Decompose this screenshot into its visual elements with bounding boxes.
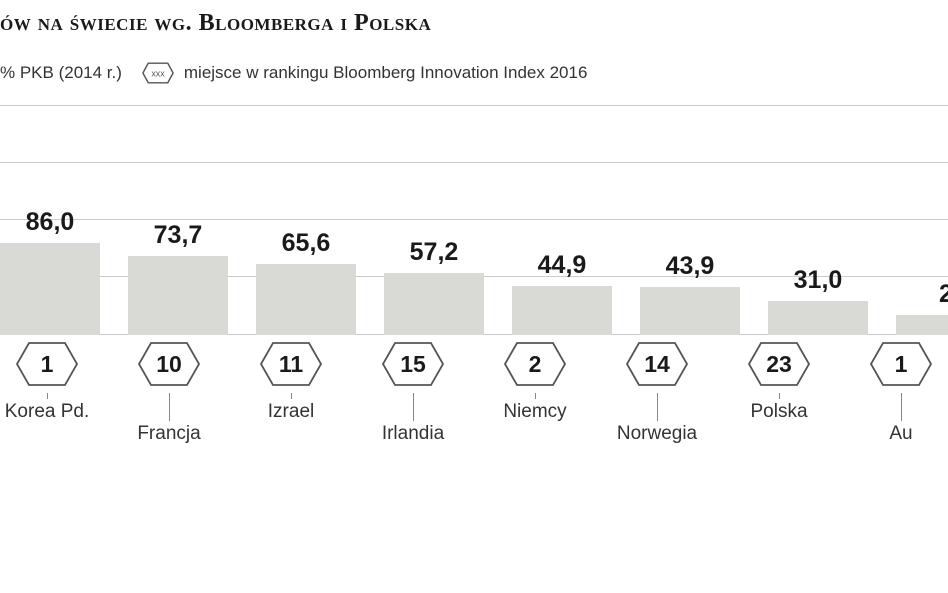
rank-hexagon: 15 (381, 341, 445, 387)
rank-number: 15 (400, 351, 426, 378)
rank-number: 2 (529, 351, 542, 378)
country-name: Au (889, 423, 912, 445)
legend-left-text: % PKB (2014 r.) (0, 63, 122, 83)
connector-line (413, 393, 414, 421)
connector-line (779, 393, 780, 399)
hex-cell: 14 (610, 341, 704, 387)
bar-value: 31,0 (794, 266, 843, 295)
bar-value: 2 (939, 280, 948, 309)
country-row: Korea Pd. Francja Izrael Irlandia Niemcy Norw… (0, 393, 948, 445)
hex-cell: 23 (732, 341, 826, 387)
hex-cell: 1 (0, 341, 94, 387)
rank-number: 14 (644, 351, 670, 378)
connector-line (657, 393, 658, 421)
bar-value: 73,7 (154, 221, 203, 250)
bar-group: 31,0 (768, 266, 868, 335)
bar-group: 57,2 (384, 238, 484, 335)
hexagon-icon: xxx (142, 61, 174, 85)
country-name: Korea Pd. (5, 401, 90, 423)
rank-number: 1 (895, 351, 908, 378)
country-cell: Au (854, 393, 948, 445)
country-name: Irlandia (382, 423, 444, 445)
connector-line (901, 393, 902, 421)
country-name: Izrael (268, 401, 314, 423)
bar-value: 44,9 (538, 251, 587, 280)
hex-cell: 2 (488, 341, 582, 387)
country-cell: Izrael (244, 393, 338, 445)
bar-group: 73,7 (128, 221, 228, 335)
country-cell: Polska (732, 393, 826, 445)
rank-hexagon: 1 (869, 341, 933, 387)
hex-cell: 15 (366, 341, 460, 387)
bar (640, 287, 740, 335)
hex-row: 1 10 11 15 2 14 23 1 (0, 341, 948, 387)
rank-number: 11 (279, 351, 303, 378)
bar-group: 65,6 (256, 229, 356, 335)
bar (256, 264, 356, 335)
bar-value: 86,0 (26, 208, 75, 237)
legend-right-text: miejsce w rankingu Bloomberg Innovation … (184, 63, 588, 83)
rank-hexagon: 10 (137, 341, 201, 387)
connector-line (47, 393, 48, 399)
bar-group: 2 (896, 280, 948, 335)
bar-group: 44,9 (512, 251, 612, 335)
rank-number: 10 (156, 351, 182, 378)
chart-title: ów na świecie wg. Bloomberga i Polska (0, 0, 948, 37)
rank-hexagon: 14 (625, 341, 689, 387)
bar-group: 86,0 (0, 208, 100, 335)
bars-row: 86,0 73,7 65,6 57,2 44,9 43,9 31,0 2 (0, 105, 948, 335)
country-cell: Norwegia (610, 393, 704, 445)
bar (0, 243, 100, 335)
hex-cell: 1 (854, 341, 948, 387)
country-name: Polska (750, 401, 807, 423)
legend-item-pkb: % PKB (2014 r.) (0, 63, 122, 83)
country-cell: Korea Pd. (0, 393, 94, 445)
bar-value: 65,6 (282, 229, 331, 258)
country-cell: Niemcy (488, 393, 582, 445)
bar (512, 286, 612, 335)
chart-container: ów na świecie wg. Bloomberga i Polska % … (0, 0, 948, 593)
country-name: Francja (137, 423, 200, 445)
svg-text:xxx: xxx (151, 69, 165, 79)
legend: % PKB (2014 r.) xxx miejsce w rankingu B… (0, 37, 948, 95)
bar (896, 315, 948, 335)
bar (128, 256, 228, 335)
connector-line (169, 393, 170, 421)
connector-line (291, 393, 292, 399)
rank-hexagon: 2 (503, 341, 567, 387)
bar (384, 273, 484, 335)
bar-group: 43,9 (640, 252, 740, 335)
rank-hexagon: 23 (747, 341, 811, 387)
country-name: Niemcy (503, 401, 566, 423)
bar-value: 43,9 (666, 252, 715, 281)
chart-area: 86,0 73,7 65,6 57,2 44,9 43,9 31,0 2 1 10 11 15 2 14… (0, 105, 948, 445)
rank-hexagon: 11 (259, 341, 323, 387)
country-cell: Francja (122, 393, 216, 445)
rank-number: 1 (41, 351, 54, 378)
hex-cell: 11 (244, 341, 338, 387)
hex-cell: 10 (122, 341, 216, 387)
bar (768, 301, 868, 335)
country-name: Norwegia (617, 423, 697, 445)
connector-line (535, 393, 536, 399)
bar-value: 57,2 (410, 238, 459, 267)
country-cell: Irlandia (366, 393, 460, 445)
rank-hexagon: 1 (15, 341, 79, 387)
legend-item-rank: xxx miejsce w rankingu Bloomberg Innovat… (142, 61, 588, 85)
rank-number: 23 (766, 351, 792, 378)
